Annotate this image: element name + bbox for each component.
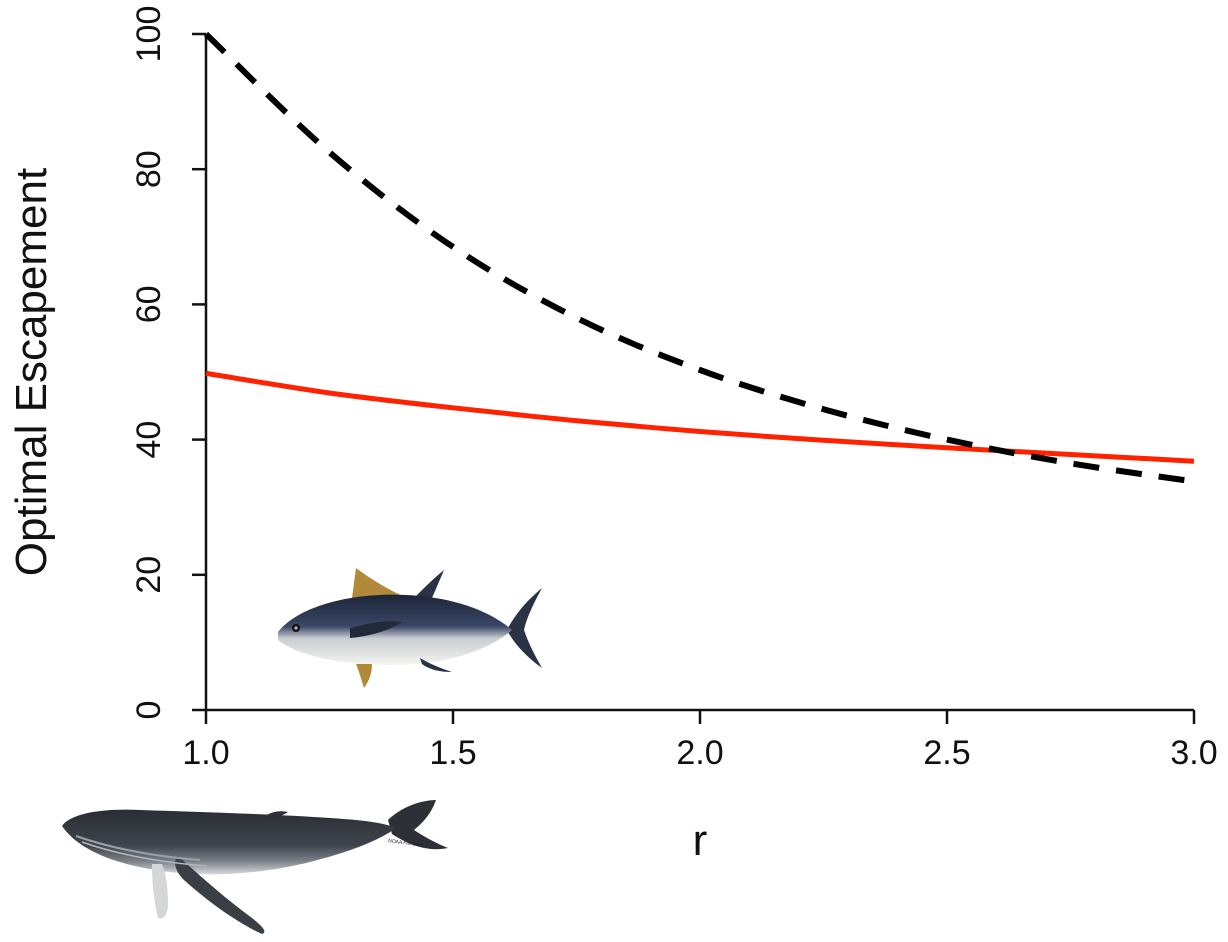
tuna-pectoral-fin bbox=[350, 621, 402, 638]
whale-pectoral-fin-back bbox=[152, 864, 168, 919]
x-axis: 1.0 1.5 2.0 2.5 3.0 bbox=[182, 708, 1218, 772]
tuna-pelvic-fin bbox=[356, 664, 372, 688]
x-tick-label: 2.5 bbox=[923, 734, 970, 772]
tuna-tail bbox=[508, 588, 542, 668]
tuna-dorsal-fin bbox=[352, 568, 408, 598]
x-tick-label: 3.0 bbox=[1170, 734, 1217, 772]
series-layer bbox=[203, 31, 1195, 485]
x-tick-label: 1.0 bbox=[182, 734, 229, 772]
tuna-illustration bbox=[278, 568, 542, 688]
y-axis-title: Optimal Escapement bbox=[7, 168, 56, 576]
y-ticks: 0 20 40 60 80 100 bbox=[130, 6, 206, 720]
tuna-anal-fin bbox=[420, 658, 452, 672]
solid-series-line bbox=[205, 370, 1195, 464]
whale-dorsal-fin bbox=[262, 811, 288, 820]
y-tick-label: 100 bbox=[130, 6, 168, 63]
x-ticks: 1.0 1.5 2.0 2.5 3.0 bbox=[182, 710, 1218, 772]
whale-illustration: NOAA Fisheries bbox=[62, 800, 448, 934]
tuna-second-dorsal-fin bbox=[412, 570, 444, 602]
x-tick-label: 2.0 bbox=[676, 734, 723, 772]
x-tick-label: 1.5 bbox=[429, 734, 476, 772]
y-axis: 0 20 40 60 80 100 bbox=[130, 6, 208, 720]
dashed-series-line bbox=[203, 31, 1195, 485]
whale-pectoral-fin-front bbox=[175, 856, 265, 934]
whale-fluke bbox=[388, 800, 448, 850]
y-tick-label: 20 bbox=[130, 556, 168, 594]
whale-body bbox=[62, 809, 396, 875]
y-tick-label: 40 bbox=[130, 421, 168, 459]
y-tick-label: 80 bbox=[130, 150, 168, 188]
y-tick-label: 0 bbox=[130, 701, 168, 720]
x-axis-title: r bbox=[693, 816, 708, 865]
tuna-body bbox=[278, 594, 512, 665]
whale-credit: NOAA Fisheries bbox=[388, 838, 425, 849]
y-tick-label: 60 bbox=[130, 285, 168, 323]
whale-throat-grooves bbox=[75, 835, 201, 861]
